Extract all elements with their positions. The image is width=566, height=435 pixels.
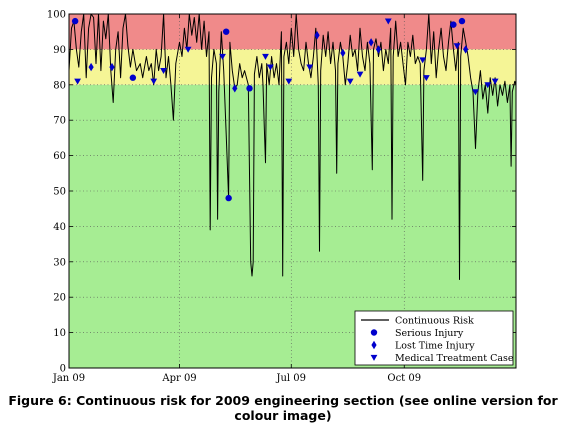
- figure-caption: Figure 6: Continuous risk for 2009 engin…: [8, 393, 558, 423]
- lost-time-injury-marker: [232, 84, 238, 93]
- incident-markers: [71, 17, 499, 202]
- y-tick-label: 50: [53, 187, 66, 198]
- medical-treatment-case-marker: [384, 18, 392, 25]
- y-tick-label: 90: [53, 45, 66, 56]
- serious-injury-legend-marker: [370, 329, 378, 336]
- medical-treatment-case-marker: [422, 75, 430, 82]
- lost-time-injury-marker: [463, 45, 469, 54]
- y-tick-label: 20: [53, 293, 66, 304]
- risk-band: [69, 49, 516, 85]
- medical-treatment-case-marker: [262, 53, 269, 60]
- medical-treatment-case-legend-marker: [370, 354, 378, 361]
- medical-treatment-case-marker: [346, 78, 354, 85]
- risk-line-layer: [68, 13, 517, 280]
- legend-entry-label: Serious Injury: [395, 328, 464, 339]
- y-tick-label: 70: [53, 116, 66, 127]
- medical-treatment-case-marker: [419, 57, 427, 64]
- lost-time-injury-legend-marker: [371, 340, 377, 350]
- y-tick-label: 30: [53, 257, 66, 268]
- continuous-risk-line: [68, 13, 517, 280]
- y-tick-label: 100: [47, 10, 66, 21]
- risk-chart: 0 10 20 30 40 50 60 70 80 90 100 Jan 09 Apr 09 Jul 09…: [47, 10, 517, 384]
- medical-treatment-case-marker: [453, 43, 461, 50]
- medical-treatment-case-marker: [484, 82, 492, 89]
- medical-treatment-case-marker: [306, 64, 314, 71]
- x-tick-label: Oct 09: [387, 373, 421, 384]
- y-tick-label: 0: [60, 364, 66, 375]
- medical-treatment-case-marker: [266, 64, 274, 71]
- axis-ticks: 0 10 20 30 40 50 60 70 80 90 100 Jan 09 Apr 09 Jul 09…: [47, 10, 516, 384]
- lost-time-injury-marker: [368, 38, 374, 47]
- serious-injury-marker: [71, 17, 79, 25]
- lost-time-injury-marker: [314, 31, 320, 40]
- lost-time-injury-marker: [109, 62, 115, 72]
- medical-treatment-case-marker: [356, 71, 364, 78]
- serious-injury-marker: [129, 74, 137, 81]
- medical-treatment-case-marker: [184, 46, 192, 53]
- serious-injury-marker: [450, 21, 457, 28]
- lost-time-injury-marker: [340, 48, 346, 58]
- legend-entry-label: Lost Time Injury: [395, 340, 475, 351]
- y-tick-label: 60: [53, 151, 66, 162]
- serious-injury-marker: [222, 28, 230, 35]
- medical-treatment-case-marker: [472, 89, 479, 96]
- medical-treatment-case-marker: [74, 78, 81, 85]
- y-tick-label: 80: [53, 80, 66, 91]
- serious-injury-marker: [225, 194, 232, 202]
- x-tick-label: Apr 09: [161, 373, 196, 384]
- legend-entry-label: Medical Treatment Case: [395, 353, 514, 364]
- medical-treatment-case-marker: [285, 78, 293, 85]
- y-tick-label: 40: [53, 222, 66, 233]
- lost-time-injury-marker: [375, 45, 382, 54]
- medical-treatment-case-marker: [219, 53, 226, 60]
- medical-treatment-case-marker: [491, 78, 499, 85]
- serious-injury-marker: [246, 85, 253, 92]
- y-tick-label: 10: [53, 328, 66, 339]
- serious-injury-marker: [458, 17, 466, 25]
- lost-time-injury-marker: [88, 62, 94, 72]
- x-tick-label: Jan 09: [52, 373, 85, 384]
- medical-treatment-case-marker: [160, 68, 167, 75]
- legend-entry-label: Continuous Risk: [395, 315, 474, 326]
- grid-lines: [69, 14, 516, 368]
- x-tick-label: Jul 09: [275, 373, 306, 384]
- medical-treatment-case-marker: [150, 78, 158, 85]
